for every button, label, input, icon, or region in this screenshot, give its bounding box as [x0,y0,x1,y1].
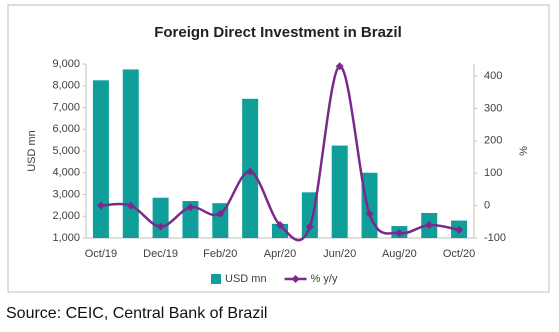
chart-title: Foreign Direct Investment in Brazil [154,24,402,41]
bar [92,80,109,238]
x-tick-label: Aug/20 [382,248,417,260]
y-tick-label: 8,000 [52,80,80,92]
legend-swatch [211,274,221,284]
y-tick-label: 4,000 [52,167,80,179]
y2-tick-label: 200 [484,135,502,147]
x-tick-label: Oct/20 [443,248,475,260]
y2-tick-label: 0 [484,200,490,212]
line-marker [365,209,374,218]
line-marker [455,225,464,234]
legend-label: USD mn [225,273,267,285]
y-axis-label: USD mn [26,130,38,172]
y-tick-label: 6,000 [52,123,80,135]
x-tick-label: Oct/19 [85,248,117,260]
legend-label: % y/y [311,273,338,285]
y-tick-label: 5,000 [52,145,80,157]
line-marker [156,222,165,231]
line-marker [335,62,344,71]
y-tick-label: 9,000 [52,58,80,70]
line-marker [186,203,195,212]
line-marker [305,222,314,231]
x-tick-label: Feb/20 [203,248,237,260]
y-tick-label: 2,000 [52,210,80,222]
line-marker [276,221,284,230]
line-marker [425,221,434,230]
y2-tick-label: -100 [484,232,506,244]
legend-marker [291,275,300,283]
line-marker [216,209,225,218]
line-marker [126,201,135,210]
y2-axis-label: % [518,146,530,156]
bar [122,69,139,238]
bar [212,203,229,238]
y2-tick-label: 400 [484,70,502,82]
source-note: Source: CEIC, Central Bank of Brazil [6,305,267,322]
x-tick-label: Jun/20 [323,248,356,260]
y2-tick-label: 300 [484,102,502,114]
x-tick-label: Dec/19 [143,248,178,260]
y-tick-label: 1,000 [52,232,80,244]
y-tick-label: 7,000 [52,101,80,113]
line-marker [395,229,404,238]
line-marker [246,167,255,176]
line-marker [96,201,105,210]
y-tick-label: 3,000 [52,188,80,200]
bar [152,197,169,238]
x-tick-label: Apr/20 [264,248,296,260]
bar [331,145,348,238]
y2-tick-label: 100 [484,167,502,179]
